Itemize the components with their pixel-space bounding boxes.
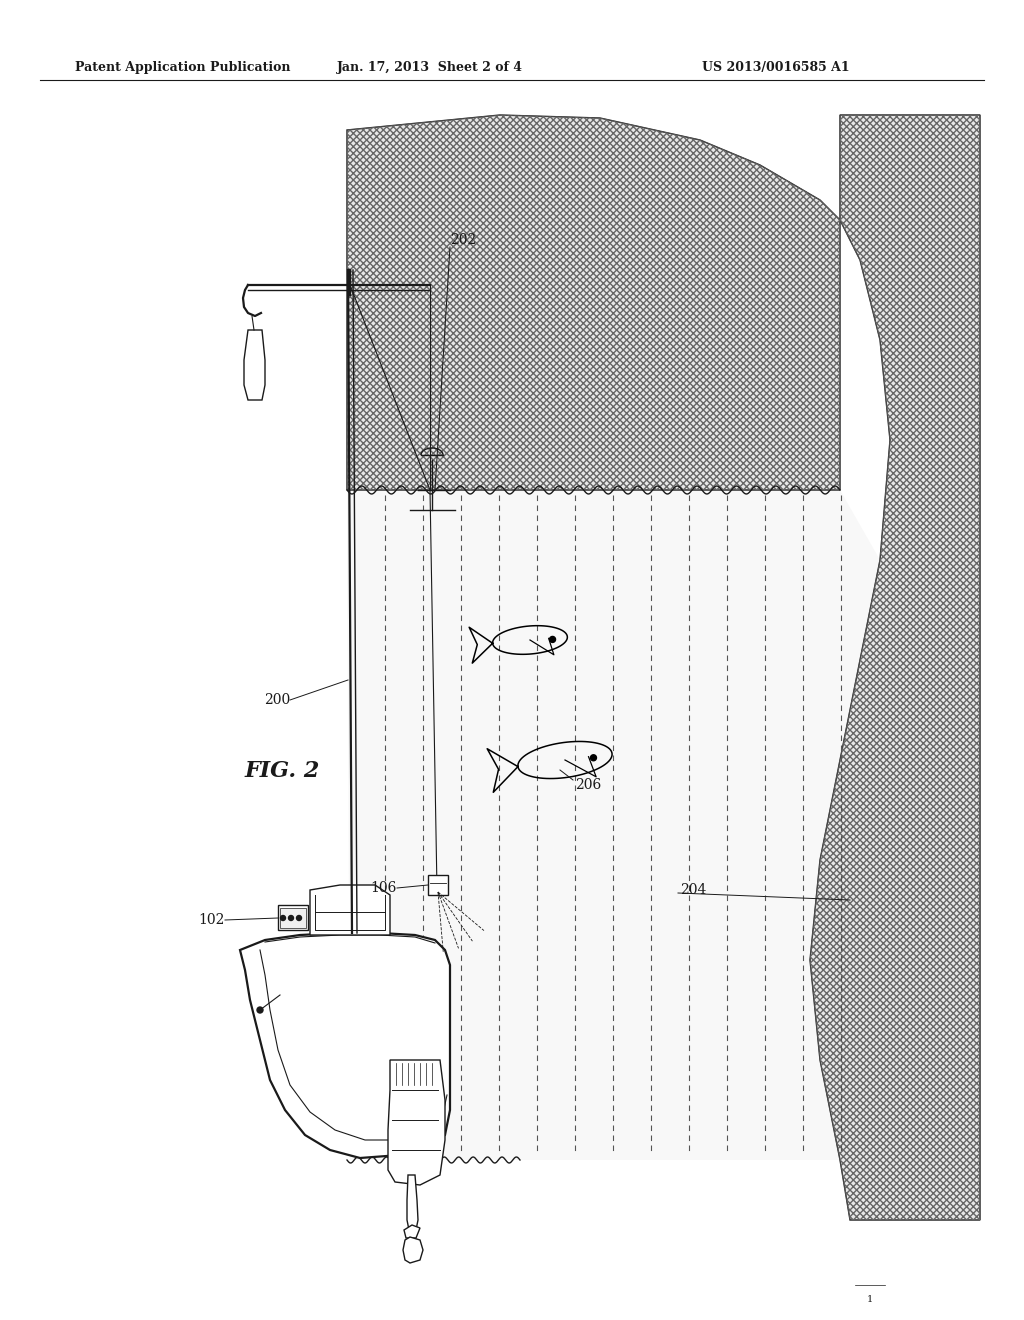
Text: 202: 202 [450,234,476,247]
Polygon shape [404,1225,420,1238]
Text: Jan. 17, 2013  Sheet 2 of 4: Jan. 17, 2013 Sheet 2 of 4 [337,61,523,74]
Polygon shape [407,1175,418,1236]
Polygon shape [310,884,390,935]
Circle shape [281,916,286,920]
Circle shape [289,916,294,920]
Polygon shape [403,1237,423,1263]
Text: 1: 1 [867,1295,873,1304]
Text: 106: 106 [371,880,397,895]
Polygon shape [347,490,880,1160]
Polygon shape [240,933,450,1158]
Polygon shape [280,908,306,928]
Text: US 2013/0016585 A1: US 2013/0016585 A1 [702,61,850,74]
Text: 206: 206 [575,777,601,792]
Polygon shape [810,115,980,1220]
Text: 102: 102 [199,913,225,927]
Text: 200: 200 [264,693,290,708]
Circle shape [550,636,556,643]
Text: Patent Application Publication: Patent Application Publication [75,61,291,74]
Text: FIG. 2: FIG. 2 [245,760,321,781]
Polygon shape [428,875,449,895]
Polygon shape [278,906,308,931]
Polygon shape [244,330,265,400]
Circle shape [257,1007,263,1012]
Circle shape [591,755,596,760]
Text: 204: 204 [680,883,707,898]
Polygon shape [388,1060,445,1185]
Polygon shape [347,115,840,490]
Circle shape [297,916,301,920]
